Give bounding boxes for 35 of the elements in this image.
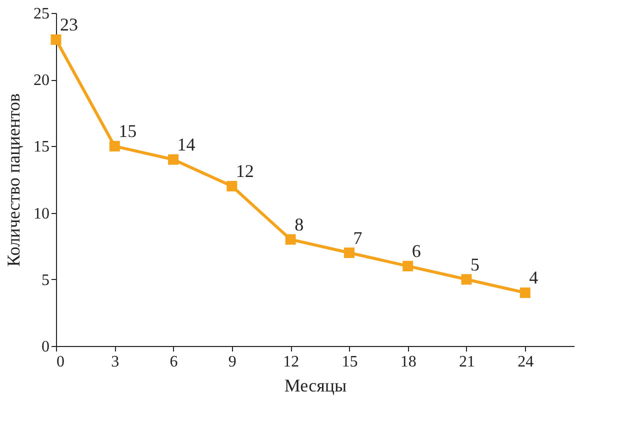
y-tick-label: 0: [42, 338, 50, 356]
x-tick-label: 15: [342, 354, 358, 370]
y-tick-label: 15: [34, 138, 50, 156]
point: [344, 248, 354, 258]
data-label: 14: [177, 134, 196, 155]
x-tick-label: 12: [283, 354, 300, 370]
y-tick-label: 20: [34, 72, 50, 90]
point: [402, 260, 414, 272]
point: [226, 180, 238, 192]
x-tick-label: 0: [56, 354, 64, 370]
x-tick-label: 6: [170, 354, 178, 370]
x-tick-label: 9: [228, 354, 236, 370]
x-tick-label: 18: [400, 354, 416, 370]
data-label: 5: [470, 254, 480, 274]
x-tick-label: 24: [518, 354, 534, 370]
point: [285, 234, 296, 245]
y-tick-label: 10: [34, 205, 50, 222]
data-label: 15: [118, 121, 137, 142]
data-label: 7: [353, 228, 362, 248]
x-axis-title: Месяцы: [284, 376, 347, 396]
point: [520, 287, 530, 298]
data-label: 23: [60, 14, 78, 35]
point: [109, 140, 120, 152]
y-tick-label: 5: [42, 272, 50, 289]
data-label: 12: [236, 161, 254, 182]
point: [50, 34, 62, 45]
point: [461, 274, 472, 285]
y-axis-title: Количество пациентов: [4, 93, 24, 267]
data-label: 4: [529, 268, 538, 288]
y-tick-label: 25: [34, 6, 50, 22]
x-tick-label: 21: [458, 354, 475, 370]
point: [168, 154, 179, 165]
data-label: 8: [294, 214, 304, 234]
x-tick-label: 3: [111, 354, 120, 370]
data-label: 6: [412, 241, 421, 262]
